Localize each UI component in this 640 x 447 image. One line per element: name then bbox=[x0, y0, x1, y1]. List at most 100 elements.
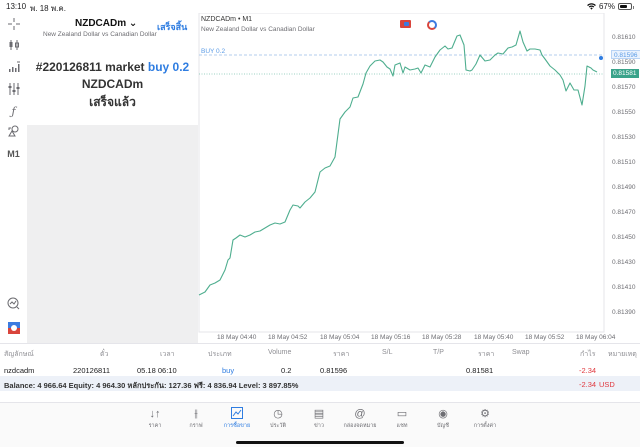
cell-profit: -2.34 bbox=[579, 366, 597, 375]
chart-icon: ⫲ bbox=[194, 408, 198, 420]
mailbox-icon: @ bbox=[354, 408, 366, 420]
order-result-card: NZDCADm ⌄ New Zealand Dollar vs Canadian… bbox=[27, 13, 198, 125]
trade-levels-icon[interactable] bbox=[427, 20, 437, 30]
total-profit: -2.34 bbox=[579, 380, 597, 389]
battery-percent: 67% bbox=[598, 2, 615, 11]
tab-settings[interactable]: ⚙ การตั้งค่า bbox=[467, 407, 503, 430]
chart-description: New Zealand Dollar vs Canadian Dollar bbox=[201, 26, 315, 33]
col-swap[interactable]: Swap bbox=[512, 349, 530, 356]
y-tick: 0.81390 bbox=[612, 309, 636, 316]
buy-price-tag: 0.81596 bbox=[611, 50, 640, 59]
chevron-down-icon: ⌄ bbox=[128, 18, 138, 29]
order-panel: NZDCADm ⌄ New Zealand Dollar vs Canadian… bbox=[27, 13, 198, 343]
order-status: เสร็จแล้ว bbox=[89, 95, 136, 109]
current-price-tag: 0.81581 bbox=[611, 69, 639, 78]
x-axis: 18 May 04:40 18 May 04:52 18 May 05:04 1… bbox=[198, 332, 640, 343]
x-tick: 18 May 04:40 bbox=[217, 334, 257, 341]
price-chart[interactable]: NZDCADm • M1 New Zealand Dollar vs Canad… bbox=[198, 13, 640, 343]
bottom-tab-bar: ↓↑ ราคา ⫲ กราฟ การซื้อขาย ◷ ประวัติ ▤ ข่… bbox=[0, 402, 640, 447]
col-open-price[interactable]: ราคา bbox=[333, 351, 350, 358]
balance-summary: Balance: 4 966.64 Equity: 4 964.30 หลักป… bbox=[4, 381, 299, 390]
order-symbol: NZDCADm bbox=[81, 77, 144, 91]
table-row[interactable]: nzdcadm 220126811 05.18 06:10 buy 0.2 0.… bbox=[0, 361, 640, 376]
tab-chat[interactable]: ▭ แชท bbox=[384, 407, 420, 430]
x-tick: 18 May 06:04 bbox=[576, 334, 616, 341]
symbol-description: New Zealand Dollar vs Canadian Dollar bbox=[43, 31, 157, 38]
tab-news[interactable]: ▤ ข่าว bbox=[301, 407, 337, 430]
home-indicator[interactable] bbox=[236, 441, 404, 444]
tab-trade[interactable]: การซื้อขาย bbox=[219, 407, 255, 430]
y-tick: 0.81470 bbox=[612, 209, 636, 216]
account-icon: ◉ bbox=[438, 408, 448, 420]
tab-quotes[interactable]: ↓↑ ราคา bbox=[137, 407, 173, 430]
x-tick: 18 May 05:16 bbox=[371, 334, 411, 341]
y-tick: 0.81410 bbox=[612, 284, 636, 291]
tab-account[interactable]: ◉ บัญชี bbox=[425, 407, 461, 430]
order-action: buy 0.2 bbox=[147, 60, 190, 74]
account-summary: Balance: 4 966.64 Equity: 4 964.30 หลักป… bbox=[0, 376, 640, 391]
chart-toolbar: ƒ M1 bbox=[0, 13, 27, 343]
gear-icon: ⚙ bbox=[480, 408, 490, 420]
chart-type-icon[interactable] bbox=[4, 37, 23, 53]
trade-icon bbox=[219, 407, 255, 422]
y-tick: 0.81590 bbox=[612, 59, 636, 66]
indicators-icon[interactable] bbox=[4, 59, 23, 75]
x-tick: 18 May 05:28 bbox=[422, 334, 462, 341]
col-type[interactable]: ประเภท bbox=[208, 351, 232, 358]
col-sl[interactable]: S/L bbox=[382, 349, 393, 356]
y-tick: 0.81570 bbox=[612, 84, 636, 91]
news-icon: ▤ bbox=[313, 408, 325, 420]
cell-time: 05.18 06:10 bbox=[137, 366, 177, 375]
y-tick: 0.81430 bbox=[612, 259, 636, 266]
col-ticket[interactable]: ตั๋ว bbox=[100, 351, 109, 358]
chart-header-icons bbox=[400, 20, 437, 30]
y-tick: 0.81610 bbox=[612, 34, 636, 41]
history-icon: ◷ bbox=[273, 408, 283, 420]
col-price[interactable]: ราคา bbox=[478, 351, 495, 358]
objects-icon[interactable] bbox=[4, 123, 23, 139]
col-time[interactable]: เวลา bbox=[160, 351, 175, 358]
y-tick: 0.81450 bbox=[612, 234, 636, 241]
wifi-icon bbox=[587, 3, 596, 10]
zoom-chart-icon[interactable] bbox=[4, 295, 23, 311]
function-icon[interactable]: ƒ bbox=[11, 104, 16, 118]
x-tick: 18 May 05:04 bbox=[320, 334, 360, 341]
y-tick: 0.81510 bbox=[612, 159, 636, 166]
col-tp[interactable]: T/P bbox=[433, 349, 444, 356]
one-click-trading-icon[interactable] bbox=[400, 20, 411, 28]
cell-open-price: 0.81596 bbox=[320, 366, 348, 375]
timeframe-button[interactable]: M1 bbox=[7, 149, 20, 159]
symbol-selector[interactable]: NZDCADm ⌄ bbox=[75, 18, 138, 29]
cell-symbol: nzdcadm bbox=[4, 366, 35, 375]
col-symbol[interactable]: สัญลักษณ์ bbox=[4, 351, 34, 358]
col-volume[interactable]: Volume bbox=[268, 349, 292, 356]
buy-line-label: BUY 0.2 bbox=[201, 48, 226, 55]
status-time: 13:10 bbox=[6, 2, 27, 11]
tab-chart[interactable]: ⫲ กราฟ bbox=[178, 407, 214, 430]
tab-history[interactable]: ◷ ประวัติ bbox=[260, 407, 296, 430]
cell-type: buy bbox=[222, 366, 235, 375]
chart-title: NZDCADm • M1 bbox=[201, 16, 253, 23]
y-tick: 0.81490 bbox=[612, 184, 636, 191]
trade-app-icon[interactable] bbox=[4, 320, 23, 336]
y-tick: 0.81530 bbox=[612, 134, 636, 141]
tab-mailbox[interactable]: @ กล่องจดหมาย bbox=[343, 408, 377, 429]
quotes-icon: ↓↑ bbox=[149, 408, 161, 420]
profit-currency: USD bbox=[599, 380, 615, 389]
x-tick: 18 May 04:52 bbox=[268, 334, 308, 341]
order-message: #220126811 market buy 0.2 bbox=[35, 60, 190, 74]
positions-table-header: สัญลักษณ์ ตั๋ว เวลา ประเภท Volume ราคา S… bbox=[0, 343, 640, 361]
settings-sliders-icon[interactable] bbox=[4, 81, 23, 97]
cell-price: 0.81581 bbox=[466, 366, 494, 375]
chart-canvas[interactable] bbox=[198, 13, 640, 343]
status-date: พ. 18 พ.ค. bbox=[30, 4, 66, 13]
status-bar: 13:10 พ. 18 พ.ค. 67% bbox=[0, 0, 640, 13]
battery-icon bbox=[618, 3, 634, 10]
col-comment[interactable]: หมายเหตุ bbox=[608, 351, 637, 358]
crosshair-icon[interactable] bbox=[4, 16, 23, 32]
x-tick: 18 May 05:40 bbox=[474, 334, 514, 341]
chat-icon: ▭ bbox=[396, 408, 408, 420]
y-tick: 0.81550 bbox=[612, 109, 636, 116]
col-profit[interactable]: กำไร bbox=[580, 351, 596, 358]
done-button[interactable]: เสร็จสิ้น bbox=[157, 22, 188, 32]
